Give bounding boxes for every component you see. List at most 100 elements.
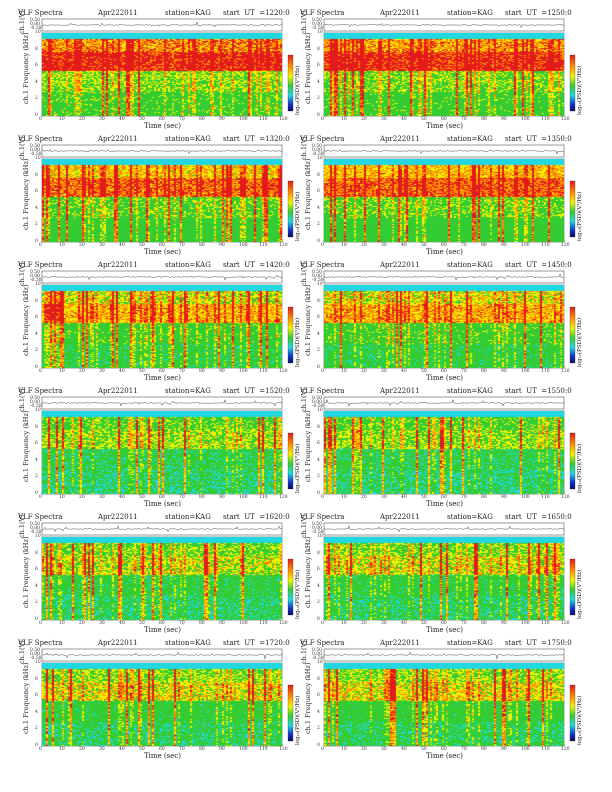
waveform-frame: [41, 396, 283, 410]
x-tick-label: 120: [561, 747, 570, 752]
x-tick-label: 120: [279, 243, 288, 248]
x-tick-label: 70: [179, 243, 185, 248]
x-tick-label: 50: [139, 747, 145, 752]
frequency-y-label: ch.1 Frequency (kHz): [304, 662, 312, 734]
x-tick-label: 20: [79, 495, 85, 500]
panel-date: Apr222011: [380, 261, 420, 269]
panel-title: VLF Spectra: [18, 135, 63, 143]
frequency-y-label: ch.1 Frequency (kHz): [22, 536, 30, 608]
x-tick-label: 0: [39, 369, 42, 374]
y-tick-label: 8: [317, 298, 320, 304]
x-tick-label: 20: [361, 747, 367, 752]
waveform-y-label: ch.1(V): [300, 388, 308, 412]
x-tick-label: 70: [461, 243, 467, 248]
panel-date: Apr222011: [98, 639, 138, 647]
y-tick-label: 4: [317, 205, 320, 211]
waveform-tick-label: -0.50: [312, 26, 324, 31]
y-tick-label: 0: [35, 239, 38, 244]
waveform-frame: [323, 396, 565, 410]
panel-title: VLF Spectra: [300, 639, 345, 647]
x-tick-label: 20: [79, 243, 85, 248]
x-tick-label: 80: [199, 243, 205, 248]
x-tick-label: 110: [541, 495, 550, 500]
x-tick-label: 0: [39, 495, 42, 500]
panel-start-time: start UT =1220:0: [223, 9, 290, 17]
x-tick-label: 0: [321, 369, 324, 374]
x-tick-label: 80: [199, 369, 205, 374]
x-tick-label: 80: [481, 117, 487, 122]
y-tick-label: 4: [317, 331, 320, 337]
x-tick-label: 40: [401, 747, 407, 752]
panel-title: VLF Spectra: [300, 9, 345, 17]
x-tick-label: 50: [421, 243, 427, 248]
x-tick-label: 30: [99, 369, 105, 374]
x-tick-label: 50: [421, 495, 427, 500]
panel-start-time: start UT =1750:0: [505, 639, 572, 647]
y-tick-label: 10: [317, 534, 323, 539]
x-tick-label: 30: [381, 495, 387, 500]
y-tick-label: 4: [35, 583, 38, 589]
y-tick-label: 6: [317, 63, 320, 69]
x-tick-label: 80: [481, 495, 487, 500]
waveform-tick-label: 0.50: [30, 270, 41, 275]
colorbar-label: log₁₀(PSD)(V²/Hz): [577, 695, 583, 745]
waveform-tick-label: -0.50: [30, 404, 42, 409]
frequency-y-label: ch.1 Frequency (kHz): [304, 410, 312, 482]
x-axis-label: Time (sec): [144, 500, 182, 508]
y-tick-label: 4: [35, 709, 38, 715]
x-tick-label: 0: [321, 117, 324, 122]
spectrogram-panel: VLF Spectra Apr222011 station=KAG start UT …: [290, 134, 590, 262]
y-tick-label: 10: [317, 282, 323, 287]
x-tick-label: 90: [501, 117, 507, 122]
x-tick-label: 60: [159, 117, 165, 122]
y-tick-label: 10: [317, 30, 323, 35]
waveform-trace: [41, 399, 283, 407]
x-tick-label: 90: [501, 369, 507, 374]
y-tick-label: 10: [317, 660, 323, 665]
waveform-frame: [41, 522, 283, 536]
panel-start-time: start UT =1720:0: [223, 639, 290, 647]
colorbar: [287, 306, 294, 364]
x-tick-label: 80: [199, 117, 205, 122]
waveform-y-label: ch.1(V): [300, 262, 308, 286]
x-axis-label: Time (sec): [426, 626, 464, 634]
panel-title: VLF Spectra: [18, 9, 63, 17]
x-tick-label: 50: [139, 243, 145, 248]
x-tick-label: 40: [119, 117, 125, 122]
waveform-tick-label: 0.00: [30, 274, 41, 279]
x-tick-label: 50: [139, 495, 145, 500]
waveform-trace: [323, 398, 565, 407]
spectrogram-panel: VLF Spectra Apr222011 station=KAG start UT …: [8, 260, 308, 388]
colorbar: [569, 684, 576, 742]
spectrogram-panel: VLF Spectra Apr222011 station=KAG start UT …: [8, 512, 308, 640]
x-tick-label: 70: [461, 621, 467, 626]
x-tick-label: 70: [461, 495, 467, 500]
panel-station: station=KAG: [165, 387, 211, 395]
x-tick-label: 20: [361, 117, 367, 122]
y-tick-label: 10: [35, 30, 41, 35]
x-tick-label: 40: [401, 495, 407, 500]
waveform-tick-label: 0.00: [30, 652, 41, 657]
x-tick-label: 90: [501, 243, 507, 248]
panel-station: station=KAG: [165, 639, 211, 647]
panel-date: Apr222011: [380, 9, 420, 17]
y-tick-label: 0: [317, 113, 320, 118]
panel-station: station=KAG: [447, 135, 493, 143]
panel-start-time: start UT =1450:0: [505, 261, 572, 269]
x-tick-label: 30: [381, 243, 387, 248]
waveform-tick-label: 0.00: [30, 22, 41, 27]
x-tick-label: 50: [421, 369, 427, 374]
x-tick-label: 0: [321, 747, 324, 752]
y-tick-label: 8: [317, 424, 320, 430]
y-tick-label: 2: [35, 222, 38, 228]
y-tick-label: 6: [317, 189, 320, 195]
y-tick-label: 4: [317, 583, 320, 589]
x-tick-label: 80: [481, 747, 487, 752]
waveform-tick-label: 0.50: [30, 144, 41, 149]
x-axis-label: Time (sec): [426, 500, 464, 508]
x-tick-label: 70: [179, 495, 185, 500]
x-tick-label: 120: [561, 243, 570, 248]
y-tick-label: 2: [35, 726, 38, 732]
panel-title: VLF Spectra: [300, 513, 345, 521]
